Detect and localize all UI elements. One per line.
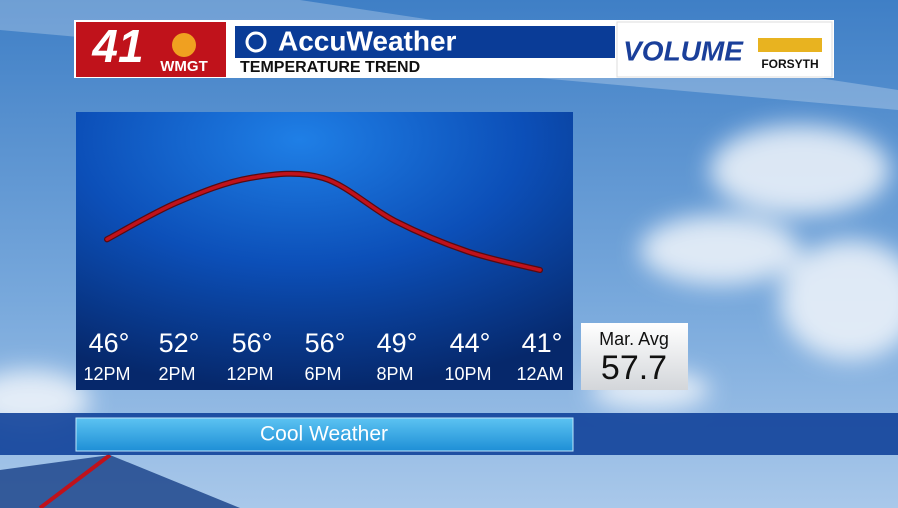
station: WMGT <box>160 58 207 75</box>
average-box <box>581 323 688 390</box>
temperature-label: 56° <box>305 328 346 358</box>
caption-box <box>75 417 574 452</box>
time-label: 2PM <box>158 364 195 384</box>
channel: 41 <box>91 20 143 72</box>
temperature-label: 52° <box>159 328 200 358</box>
temperature-label: 41° <box>522 328 563 358</box>
brand: AccuWeather <box>278 25 457 56</box>
average-value: 57.7 <box>601 349 667 387</box>
sponsor-sub: FORSYTH <box>761 57 818 71</box>
average-label: Mar. Avg <box>599 329 669 349</box>
time-label: 8PM <box>376 364 413 384</box>
time-label: 6PM <box>304 364 341 384</box>
caption: Cool Weather <box>260 423 388 446</box>
plot: 46° 12PM 52° 2PM 56° 12PM 56° 6PM 49° 8PM 44° 10PM 4… <box>83 170 564 384</box>
temperature-label: 56° <box>232 328 273 358</box>
bowtie <box>758 38 822 52</box>
sun-icon <box>245 31 267 53</box>
temperature-label: 49° <box>377 328 418 358</box>
time-label: 12PM <box>83 364 130 384</box>
time-label: 10PM <box>444 364 491 384</box>
time-label: 12AM <box>516 364 563 384</box>
temperature-label: 46° <box>89 328 130 358</box>
time-label: 12PM <box>226 364 273 384</box>
station-logo <box>76 22 226 77</box>
peacock <box>172 33 196 57</box>
temperature-label: 44° <box>450 328 491 358</box>
title: TEMPERATURE TREND <box>240 59 420 76</box>
brand-bar <box>235 26 615 58</box>
sponsor: VOLUME <box>623 35 744 66</box>
chart-panel <box>76 112 573 390</box>
trend-line-highlight <box>105 171 542 272</box>
stripe <box>38 453 112 508</box>
